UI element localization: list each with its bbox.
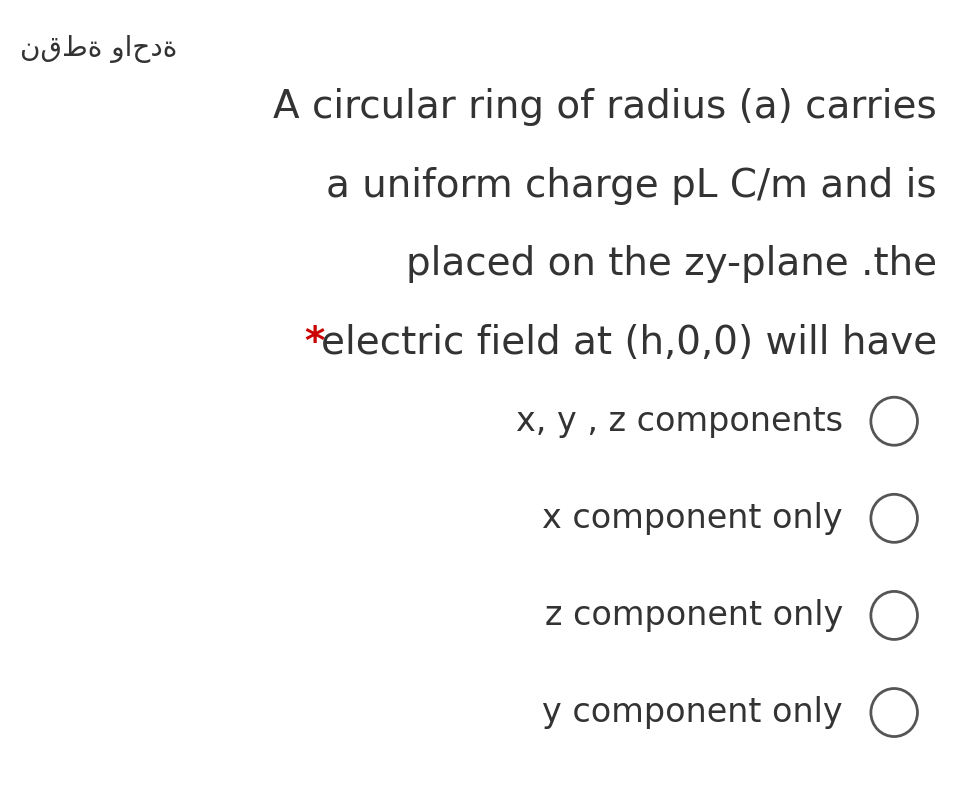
- Text: *: *: [304, 324, 324, 362]
- Text: z component only: z component only: [544, 599, 842, 632]
- Text: x component only: x component only: [541, 502, 842, 535]
- Text: A circular ring of radius (a) carries: A circular ring of radius (a) carries: [273, 88, 936, 126]
- Text: x, y , z components: x, y , z components: [516, 404, 842, 438]
- Text: a uniform charge pL C/m and is: a uniform charge pL C/m and is: [326, 167, 936, 205]
- Text: نقطة واحدة: نقطة واحدة: [20, 35, 177, 63]
- Text: electric field at (h,0,0) will have: electric field at (h,0,0) will have: [320, 324, 936, 362]
- Text: y component only: y component only: [541, 696, 842, 729]
- Text: placed on the zy-plane .the: placed on the zy-plane .the: [405, 245, 936, 283]
